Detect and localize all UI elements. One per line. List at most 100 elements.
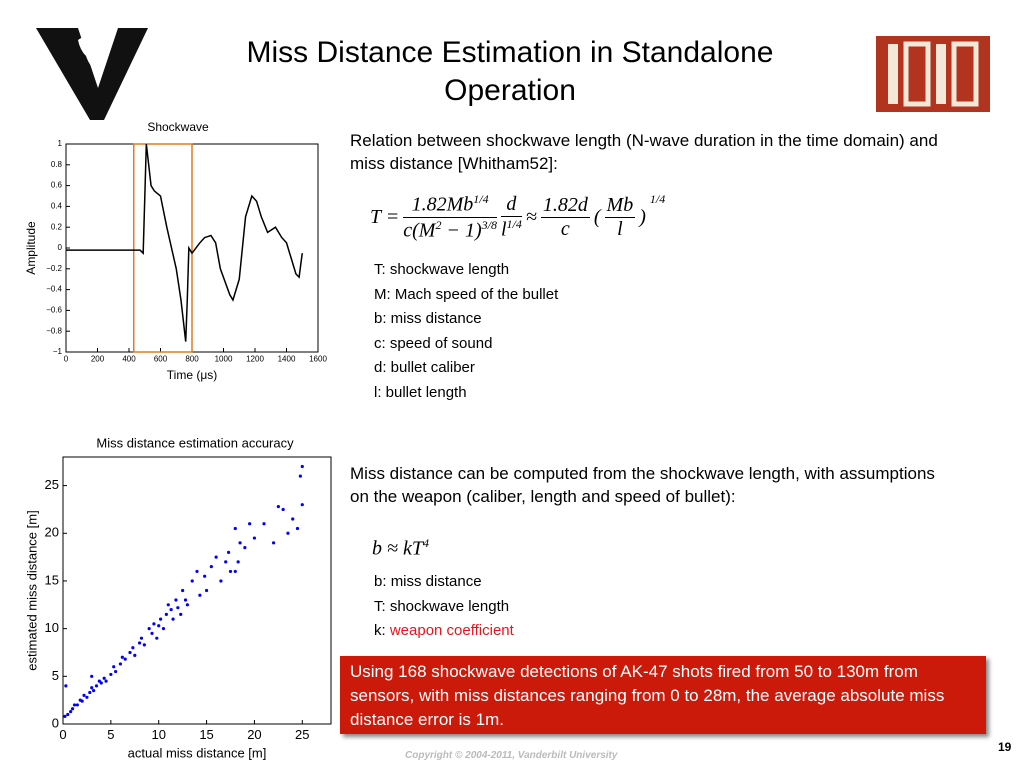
description: miss distance — [390, 573, 482, 590]
point — [271, 541, 276, 545]
point — [252, 536, 257, 540]
point — [238, 541, 242, 545]
point — [185, 603, 190, 607]
point — [181, 588, 185, 593]
y-tick-label: −1 — [53, 347, 63, 356]
point — [295, 526, 300, 531]
definition: k: weapon coefficient — [374, 619, 514, 644]
definition: l: bullet length — [374, 383, 467, 401]
x-tick-label: 20 — [247, 727, 261, 742]
point — [75, 703, 79, 707]
slide-title: Miss Distance Estimation in Standalone O… — [246, 36, 774, 107]
point — [155, 636, 159, 640]
formula-part: 1/4 — [473, 192, 489, 206]
y-tick-label: 5 — [52, 668, 59, 683]
point — [164, 612, 168, 616]
point — [233, 569, 237, 574]
point — [276, 504, 280, 509]
point — [300, 503, 304, 507]
formula-part: ≈ — [525, 205, 537, 228]
y-tick-label: 20 — [45, 525, 59, 540]
y-axis-label: Amplitude — [24, 221, 38, 275]
formula-part: c — [560, 217, 570, 240]
point — [262, 522, 266, 526]
point — [224, 560, 228, 564]
description: weapon coefficient — [389, 622, 514, 639]
y-tick-label: −0.8 — [46, 326, 62, 335]
y-tick-label: −0.6 — [46, 306, 62, 315]
point — [195, 569, 199, 574]
chart-title: Shockwave — [147, 120, 209, 134]
x-axis-label: actual miss distance [m] — [128, 745, 267, 760]
formula-part: l — [500, 218, 507, 241]
term: T: — [374, 597, 386, 615]
point — [248, 522, 252, 526]
point — [123, 657, 127, 661]
point — [94, 684, 99, 688]
formula-part: 3/8 — [481, 217, 497, 232]
point — [90, 674, 94, 678]
chart: Miss distance estimation accuracy actual … — [24, 435, 332, 760]
point — [190, 579, 194, 583]
point — [139, 636, 144, 640]
point — [198, 593, 202, 597]
definition: T: shockwave length — [374, 261, 510, 278]
point — [236, 560, 240, 564]
point — [109, 672, 113, 677]
point — [102, 676, 106, 680]
point — [131, 646, 135, 650]
y-tick-label: 15 — [45, 572, 59, 587]
plot-area — [62, 456, 332, 725]
term: b: — [374, 573, 387, 590]
point — [152, 622, 156, 626]
x-tick-label: 10 — [151, 727, 165, 742]
fraction: 1.82d c — [540, 194, 590, 241]
formula-part: 4 — [422, 536, 429, 550]
x-tick-label: 400 — [122, 354, 136, 363]
point — [298, 474, 302, 478]
x-tick-label: 800 — [185, 354, 199, 363]
point — [171, 617, 175, 621]
x-tick-label: 25 — [295, 727, 309, 742]
point — [142, 643, 146, 647]
formula-part: T = — [370, 205, 400, 228]
formula-part: d — [500, 193, 522, 217]
point — [133, 653, 137, 657]
x-tick-label: 0 — [64, 354, 69, 363]
fraction: Mb l — [604, 193, 636, 241]
y-tick-label: 0 — [52, 715, 59, 730]
point — [80, 699, 84, 703]
formula-part: 1/4 — [649, 192, 666, 206]
fraction: 1.82Mb1/4 c(M2 − 1)3/8 — [403, 192, 497, 242]
definition: T: shockwave length — [374, 595, 514, 620]
point — [161, 627, 166, 631]
isis-logo — [876, 36, 990, 112]
chart: Shockwave Time (μs) Amplitude 0 200 400 600 800… — [24, 120, 327, 382]
point — [118, 662, 123, 666]
formula-part: Mb — [604, 193, 636, 218]
point — [233, 526, 237, 531]
point — [99, 681, 103, 685]
point — [90, 686, 94, 690]
y-tick-label: −0.4 — [46, 285, 62, 294]
definition: M: Mach speed of the bullet — [374, 285, 559, 303]
line — [66, 143, 303, 342]
point — [179, 612, 183, 616]
y-tick-label: 25 — [45, 477, 59, 492]
point — [88, 690, 92, 695]
highlight — [132, 143, 193, 353]
point — [64, 684, 68, 688]
x-tick-label: 1200 — [246, 354, 264, 363]
term: k: — [374, 622, 386, 639]
formula-part: ( — [593, 205, 601, 228]
point — [169, 607, 173, 612]
x-tick-label: 0 — [59, 727, 66, 742]
y-tick-label: 1 — [58, 139, 63, 148]
chart-title: Miss distance estimation accuracy — [96, 435, 294, 450]
definitions: b: miss distance T: shockwave length k: we… — [374, 570, 514, 644]
formula-part: 2 — [435, 217, 442, 232]
page-number: 19 — [998, 740, 1012, 754]
point — [176, 606, 180, 610]
point — [128, 650, 132, 655]
